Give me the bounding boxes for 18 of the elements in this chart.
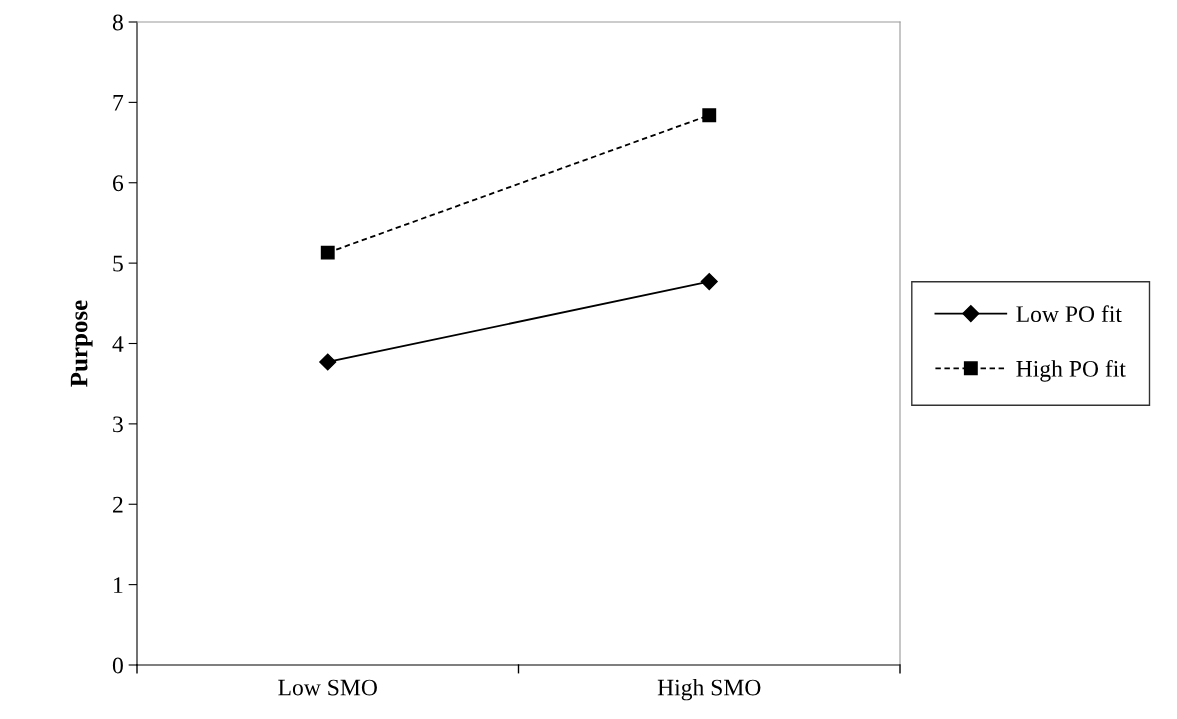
y-tick-label: 4 xyxy=(112,336,124,352)
x-tick-label: High SMO xyxy=(657,678,761,701)
y-tick-label: 2 xyxy=(113,496,123,513)
y-tick-label: 0 xyxy=(112,657,123,674)
x-tick-label: Low SMO xyxy=(278,679,377,696)
point xyxy=(319,353,337,371)
y-tick-label: 3 xyxy=(113,416,123,433)
y-axis-title: Purpose xyxy=(70,300,93,387)
y-tick-label: 5 xyxy=(113,255,123,272)
point xyxy=(320,245,335,260)
y-tick-label: 6 xyxy=(113,175,124,192)
y-tick-label: 7 xyxy=(113,95,124,111)
legend-label: High PO fit xyxy=(1016,359,1126,382)
legend-label: Low PO fit xyxy=(1016,305,1122,323)
point xyxy=(702,108,717,123)
y-tick-label: 1 xyxy=(114,577,123,593)
point xyxy=(700,273,718,291)
y-tick-label: 8 xyxy=(112,14,123,31)
